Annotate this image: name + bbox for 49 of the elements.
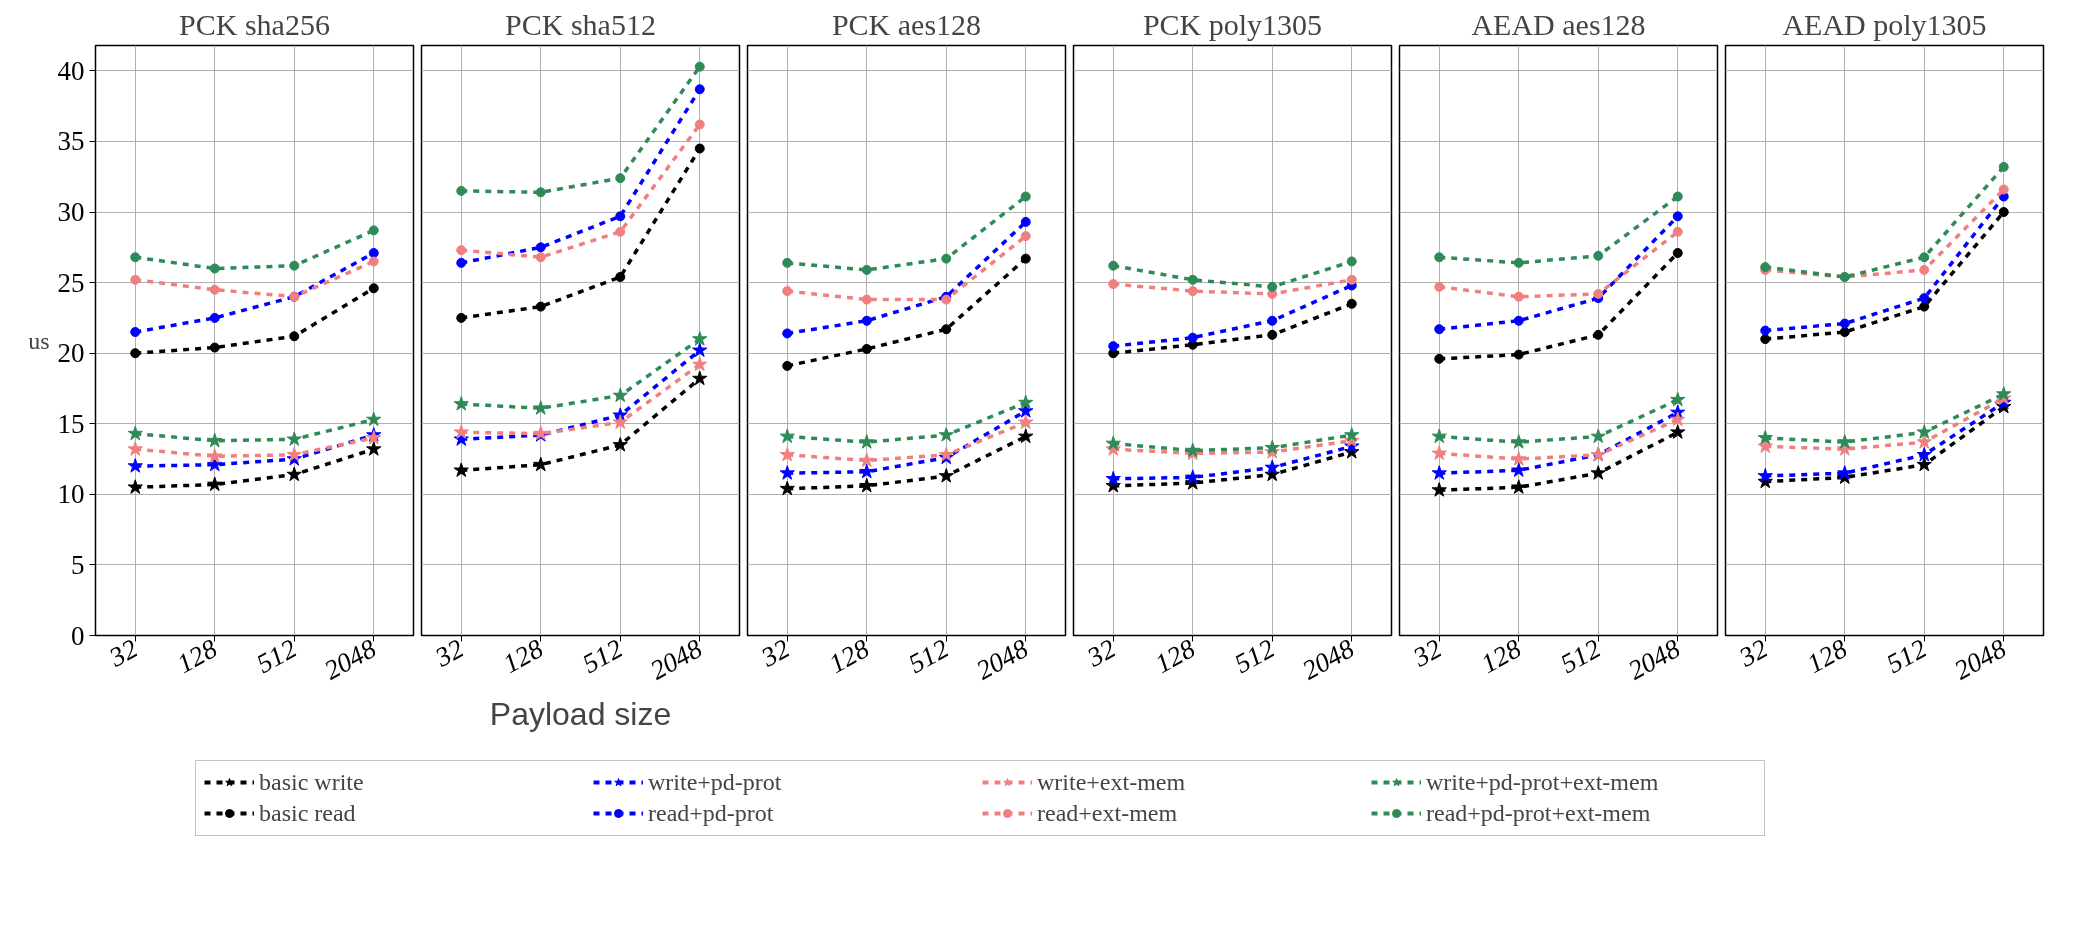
x-tick-label: 2048: [1297, 633, 1360, 686]
legend-label: basic write: [259, 768, 365, 796]
y-tick-label: 10: [57, 479, 85, 510]
x-tick-label: 2048: [1623, 633, 1686, 686]
x-tick-label: 32: [103, 633, 143, 674]
y-axis-title: us: [28, 327, 50, 354]
y-tick-label: 20: [57, 338, 85, 369]
x-tick-label: 128: [172, 633, 223, 680]
x-tick-label: 32: [1733, 633, 1773, 674]
x-tick-label: 32: [429, 633, 469, 674]
chart-title: AEAD aes128: [1471, 7, 1646, 41]
legend-label: read+ext-mem: [1037, 799, 1179, 827]
x-tick-label: 128: [1802, 633, 1853, 680]
x-tick-label: 512: [1555, 633, 1606, 680]
x-tick-label: 128: [824, 633, 875, 680]
legend-label: write+ext-mem: [1037, 768, 1187, 796]
chart-title: PCK poly1305: [1142, 7, 1323, 41]
y-tick-label: 5: [71, 549, 85, 580]
x-tick-label: 512: [251, 633, 302, 680]
x-tick-label: 128: [1150, 633, 1201, 680]
chart-title: AEAD poly1305: [1782, 7, 1987, 41]
x-tick-label: 2048: [1949, 633, 2012, 686]
y-tick-label: 15: [57, 408, 85, 439]
x-tick-label: 512: [903, 633, 954, 680]
legend-label: write+pd-prot: [648, 768, 783, 796]
x-tick-label: 512: [577, 633, 628, 680]
x-tick-label: 32: [1081, 633, 1121, 674]
x-tick-label: 128: [498, 633, 549, 680]
y-tick-label: 40: [57, 55, 85, 86]
x-axis-title: Payload size: [489, 696, 672, 733]
y-tick-label: 35: [57, 126, 85, 157]
legend-label: read+pd-prot: [648, 799, 775, 827]
x-tick-label: 512: [1881, 633, 1932, 680]
legend-label: write+pd-prot+ext-mem: [1426, 768, 1660, 796]
legend-label: basic read: [259, 799, 357, 827]
x-tick-label: 512: [1229, 633, 1280, 680]
chart-title: PCK sha512: [505, 7, 656, 41]
x-tick-label: 32: [1407, 633, 1447, 674]
y-tick-label: 25: [57, 267, 85, 298]
y-tick-label: 30: [57, 197, 85, 228]
chart-title: PCK sha256: [179, 7, 330, 41]
x-tick-label: 2048: [645, 633, 708, 686]
x-tick-label: 32: [755, 633, 795, 674]
x-tick-label: 2048: [319, 633, 382, 686]
chart-title: PCK aes128: [831, 7, 982, 41]
y-tick-label: 0: [71, 620, 85, 651]
legend-label: read+pd-prot+ext-mem: [1426, 799, 1652, 827]
x-tick-label: 128: [1476, 633, 1527, 680]
x-tick-label: 2048: [971, 633, 1034, 686]
